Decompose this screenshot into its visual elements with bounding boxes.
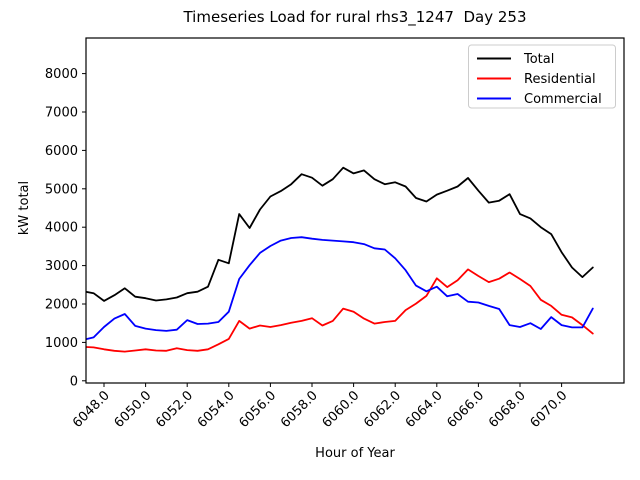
series-commercial-line — [86, 236, 594, 341]
x-tick-label: 6060.0 — [320, 388, 363, 431]
legend: Total Residential Commercial — [468, 44, 616, 109]
y-tick-label: 7000 — [45, 106, 78, 121]
x-tick-label: 6066.0 — [444, 388, 487, 431]
x-tick-label: 6056.0 — [236, 388, 279, 431]
series-total-line — [86, 166, 594, 302]
x-tick-label: 6070.0 — [528, 388, 571, 431]
axes-spines — [85, 37, 625, 384]
x-tick-label: 6064.0 — [403, 388, 446, 431]
x-tick-label: 6068.0 — [486, 388, 529, 431]
chart-title: Timeseries Load for rural rhs3_1247 Day … — [183, 8, 527, 26]
series-lines — [86, 166, 594, 353]
y-tick-label: 6000 — [45, 144, 78, 159]
y-tick-label: 2000 — [45, 298, 78, 313]
x-axis-label: Hour of Year — [315, 446, 395, 461]
x-tick-label: 6062.0 — [361, 388, 404, 431]
x-tick-label: 6050.0 — [112, 388, 155, 431]
y-axis-label: kW total — [17, 181, 32, 235]
x-tick-label: 6052.0 — [153, 388, 196, 431]
legend-label-residential: Residential — [524, 72, 596, 87]
legend-frame — [468, 44, 616, 109]
y-tick-label: 1000 — [45, 336, 78, 351]
y-tick-label: 0 — [70, 374, 78, 389]
y-tick-label: 8000 — [45, 67, 78, 82]
x-tick-label: 6054.0 — [195, 388, 238, 431]
series-residential-line — [86, 268, 594, 353]
legend-label-commercial: Commercial — [524, 92, 602, 107]
y-tick-label: 4000 — [45, 221, 78, 236]
y-tick-label: 3000 — [45, 259, 78, 274]
legend-label-total: Total — [523, 52, 554, 67]
x-tick-label: 6048.0 — [70, 388, 113, 431]
y-tick-label: 5000 — [45, 182, 78, 197]
x-tick-label: 6058.0 — [278, 388, 321, 431]
